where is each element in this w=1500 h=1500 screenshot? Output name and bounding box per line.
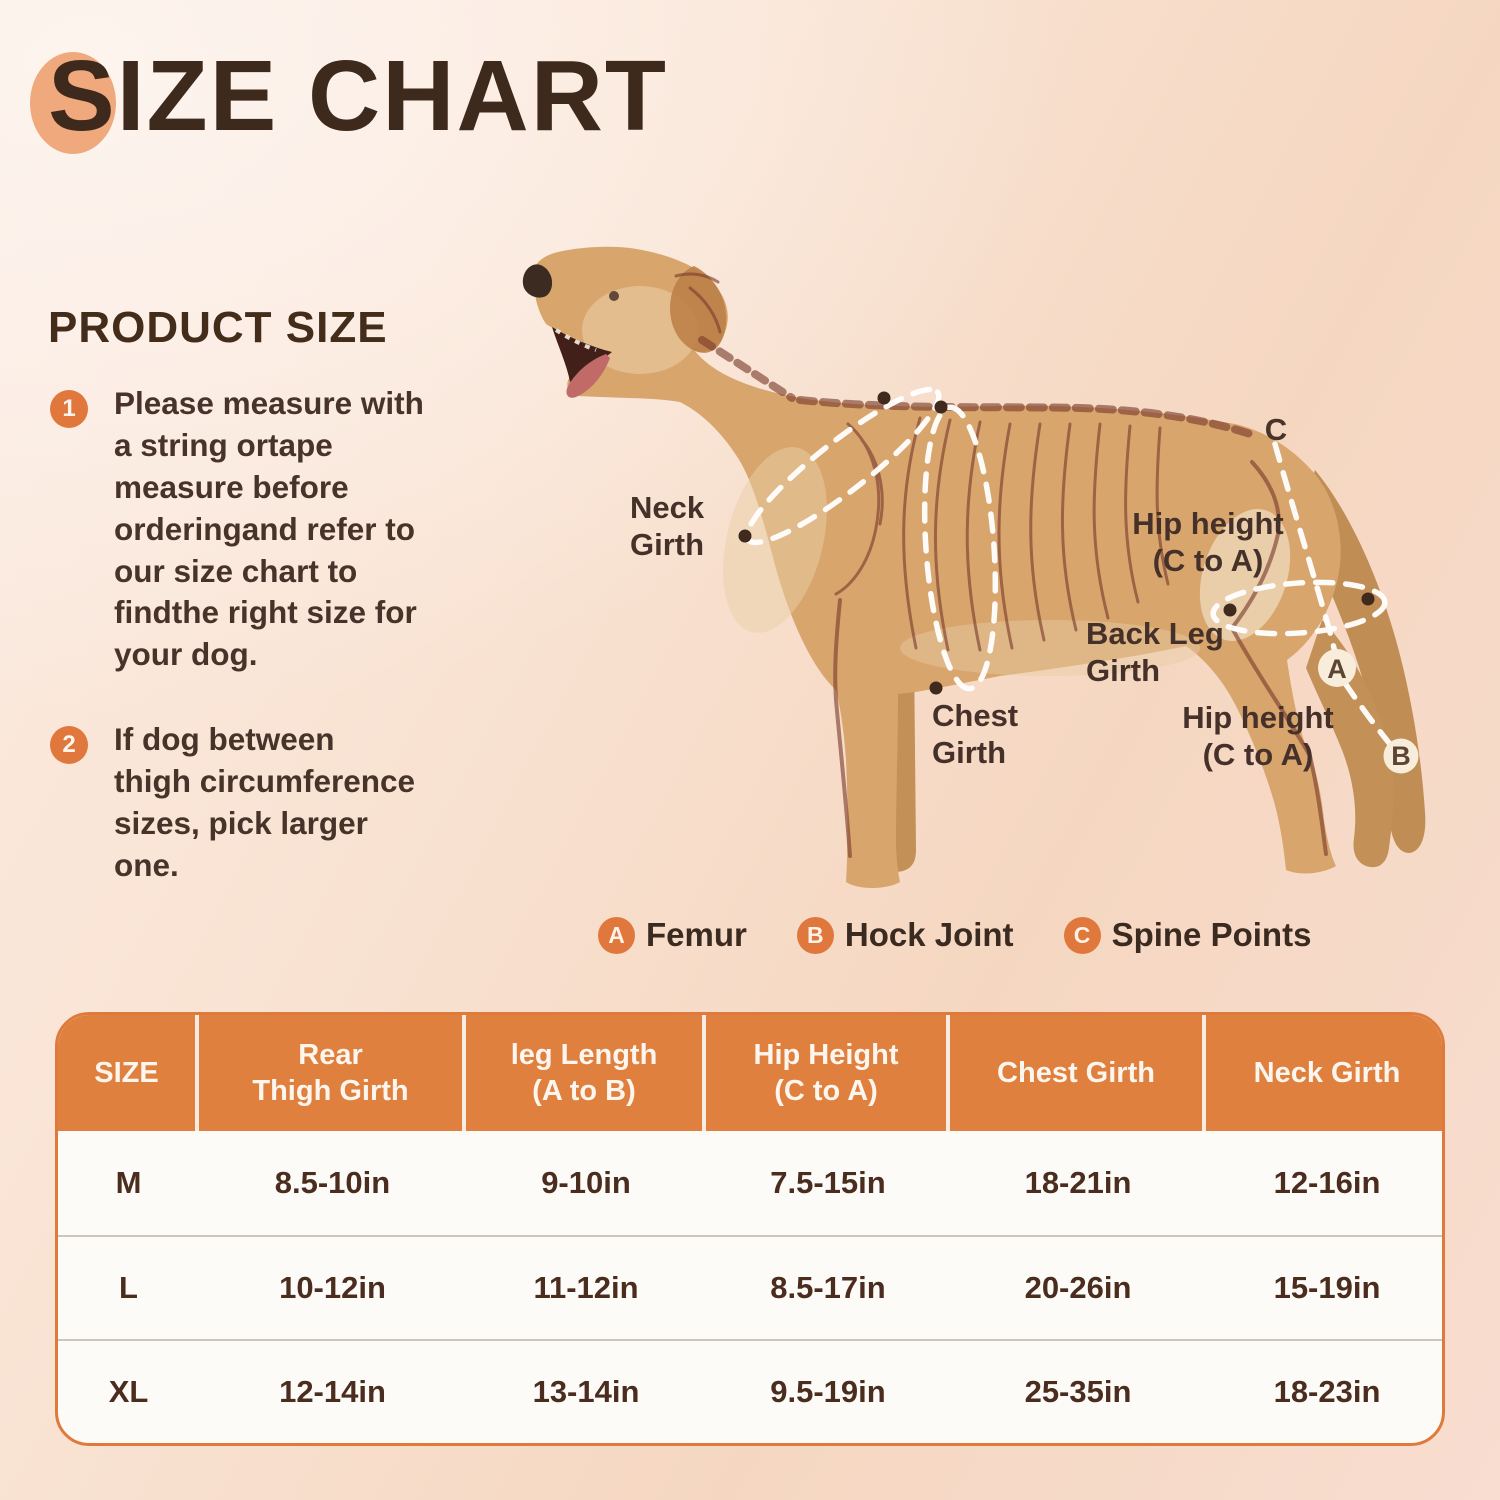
- note-1-number-badge: 1: [50, 390, 88, 428]
- dog-nose: [522, 264, 553, 298]
- col-header-chest-girth: Chest Girth: [950, 1015, 1206, 1131]
- marker-c: C: [1265, 412, 1287, 447]
- cell-l-size: L: [119, 1270, 138, 1305]
- back-leg-girth-label: Back Leg Girth: [1086, 616, 1224, 688]
- cell-l-rear-thigh-girth: 10-12in: [279, 1270, 386, 1305]
- product-size-heading: PRODUCT SIZE: [48, 303, 388, 352]
- legend-circle-a: A: [598, 916, 635, 954]
- dog-ear: [670, 266, 727, 353]
- dog-belly-highlight: [900, 620, 1200, 676]
- cell-xl-leg-length: 13-14in: [532, 1374, 640, 1409]
- cell-xl-hip-height: 9.5-19in: [770, 1374, 886, 1409]
- cell-l-chest-girth: 20-26in: [1024, 1270, 1132, 1305]
- hip-height-lower-label: Hip height (C to A): [1182, 700, 1334, 772]
- marker-b: B: [1383, 738, 1419, 774]
- size-table: SIZE Rear Thigh Girth leg Length (A to B…: [55, 1012, 1445, 1446]
- legend-label-spine-points: Spine Points: [1111, 916, 1312, 953]
- legend-label-femur: Femur: [646, 916, 747, 953]
- cell-m-leg-length: 9-10in: [541, 1165, 631, 1200]
- cell-m-size: M: [115, 1165, 142, 1200]
- dog-teeth: [554, 328, 597, 352]
- table-row-xl: XL 12-14in 13-14in 9.5-19in 25-35in 18-2…: [58, 1339, 1442, 1443]
- neck-girth-label: Neck Girth: [630, 490, 705, 562]
- dog-eye: [609, 291, 619, 301]
- cell-m-rear-thigh-girth: 8.5-10in: [274, 1165, 391, 1200]
- legend-circle-b: B: [796, 916, 834, 954]
- chest-girth-dash: [921, 404, 999, 692]
- legend-item-femur: A Femur: [598, 916, 747, 954]
- cell-xl-rear-thigh-girth: 12-14in: [279, 1374, 386, 1409]
- col-header-neck-girth: Neck Girth: [1253, 1056, 1401, 1089]
- dog-anatomy-illustration: C A B: [522, 246, 1426, 889]
- dog-tongue: [566, 354, 610, 398]
- col-header-rear-thigh-girth: Rear Thigh Girth: [199, 1015, 466, 1131]
- col-header-size: SIZE: [58, 1015, 199, 1131]
- cell-l-leg-length: 11-12in: [533, 1270, 639, 1305]
- col-header-hip-height: Hip Height (C to A): [706, 1015, 950, 1131]
- cell-xl-size: XL: [108, 1374, 149, 1409]
- cell-m-hip-height: 7.5-15in: [770, 1165, 886, 1200]
- legend-label-hock-joint: Hock Joint: [844, 916, 1014, 953]
- cell-l-hip-height: 8.5-17in: [770, 1270, 886, 1305]
- cell-xl-chest-girth: 25-35in: [1024, 1374, 1132, 1409]
- svg-text:B: B: [1391, 741, 1411, 771]
- table-row-l: L 10-12in 11-12in 8.5-17in 20-26in 15-19…: [58, 1235, 1442, 1339]
- legend-item-hock-joint: B Hock Joint: [796, 916, 1014, 954]
- chest-girth-label: Chest Girth: [932, 698, 1019, 770]
- svg-text:A: A: [1327, 654, 1347, 684]
- legend-item-spine-points: C Spine Points: [1063, 916, 1312, 954]
- legend-circle-c: C: [1063, 916, 1101, 954]
- page-title: SIZE CHART: [48, 40, 668, 152]
- col-header-leg-length: leg Length (A to B): [466, 1015, 706, 1131]
- cell-m-neck-girth: 12-16in: [1273, 1165, 1381, 1200]
- dog-thigh-highlight: [1199, 509, 1291, 641]
- cell-m-chest-girth: 18-21in: [1024, 1165, 1132, 1200]
- note-2-number-badge: 2: [50, 726, 88, 764]
- marker-a: A: [1318, 649, 1356, 687]
- size-table-header: SIZE Rear Thigh Girth leg Length (A to B…: [58, 1015, 1442, 1131]
- cell-l-neck-girth: 15-19in: [1273, 1270, 1381, 1305]
- hip-height-upper-label: Hip height (C to A): [1132, 506, 1284, 578]
- note-2-text: If dog between thigh circumference sizes…: [114, 721, 416, 883]
- measurement-dots: [738, 391, 1375, 695]
- dog-mouth: [552, 327, 612, 382]
- back-leg-girth-dash: [1210, 579, 1388, 637]
- table-row-m: M 8.5-10in 9-10in 7.5-15in 18-21in 12-16…: [58, 1131, 1442, 1235]
- svg-text:C: C: [1265, 412, 1287, 447]
- cell-xl-neck-girth: 18-23in: [1273, 1374, 1381, 1409]
- title-accent-blob: [30, 52, 116, 154]
- note-1-text: Please measure with a string ortape meas…: [114, 385, 424, 673]
- diagram-legend: A Femur B Hock Joint C Spine Points: [598, 916, 1311, 954]
